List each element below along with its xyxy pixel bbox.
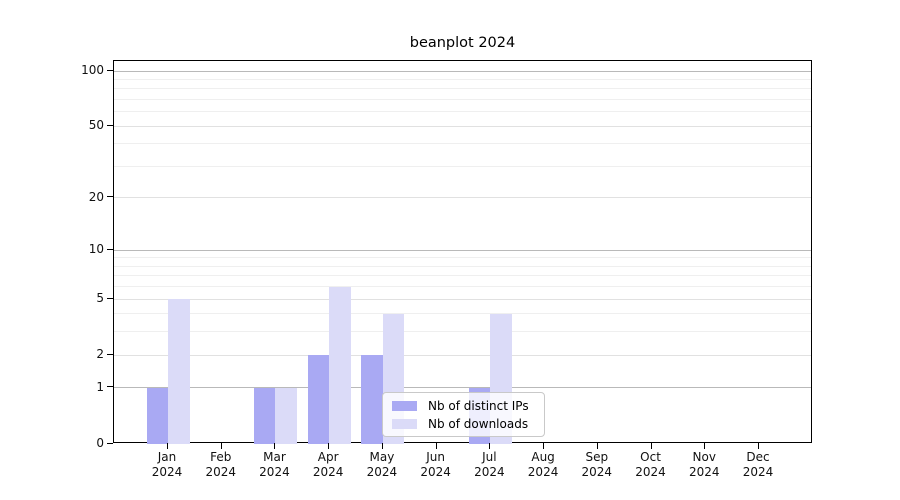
- legend-entry-downloads: Nb of downloads: [392, 417, 544, 431]
- y-tick-label-2: 2: [96, 347, 104, 362]
- gridline-minor-80: [114, 88, 811, 90]
- gridline-minor-7: [114, 275, 811, 277]
- y-tick-0: [107, 442, 113, 444]
- x-tick-Jul: [489, 443, 491, 449]
- y-tick-label-100: 100: [81, 63, 104, 78]
- x-tick-Apr: [328, 443, 330, 449]
- gridline-minor-60: [114, 111, 811, 113]
- gridline-minor-70: [114, 99, 811, 101]
- bar-downloads-Apr: [329, 286, 351, 444]
- gridline-minor-3: [114, 331, 811, 333]
- y-tick-label-10: 10: [88, 242, 104, 257]
- x-tick-Feb: [220, 443, 222, 449]
- gridline-major-10: [114, 249, 811, 251]
- gridline-minor-4: [114, 313, 811, 315]
- x-tick-label-Aug: Aug 2024: [527, 450, 559, 479]
- bar-downloads-Jan: [168, 299, 190, 444]
- x-tick-Nov: [704, 443, 706, 449]
- gridline-minor-40: [114, 143, 811, 145]
- x-tick-Dec: [758, 443, 759, 449]
- x-tick-Mar: [274, 443, 276, 449]
- legend-entry-distinct-ips: Nb of distinct IPs: [392, 399, 544, 413]
- y-tick-5: [107, 297, 113, 299]
- gridline-minor-30: [114, 166, 811, 167]
- y-tick-20: [107, 196, 113, 198]
- legend-swatch-downloads: [392, 418, 417, 429]
- x-tick-May: [381, 443, 383, 449]
- gridline-minor-90: [114, 78, 811, 80]
- gridline-mid-5: [114, 298, 811, 300]
- gridline-mid-20: [114, 197, 811, 199]
- bar-distinct-ips-Mar: [253, 387, 276, 444]
- y-tick-label-20: 20: [88, 189, 104, 204]
- x-tick-label-Nov: Nov 2024: [688, 450, 720, 479]
- x-tick-Jun: [435, 443, 437, 449]
- bar-downloads-Mar: [275, 387, 297, 444]
- plot-area: [113, 60, 812, 444]
- x-tick-Sep: [596, 443, 598, 449]
- x-tick-label-Jul: Jul 2024: [474, 450, 505, 479]
- legend-label-downloads: Nb of downloads: [428, 416, 529, 431]
- y-tick-2: [107, 353, 113, 355]
- gridline-mid-2: [114, 354, 811, 356]
- gridline-major-1: [114, 387, 811, 389]
- x-tick-label-Apr: Apr 2024: [312, 450, 344, 479]
- x-tick-Oct: [650, 443, 652, 449]
- y-tick-label-1: 1: [96, 379, 104, 394]
- legend: Nb of distinct IPs Nb of downloads: [382, 392, 545, 437]
- gridline-mid-50: [114, 125, 811, 127]
- x-tick-label-Mar: Mar 2024: [259, 450, 290, 479]
- y-tick-label-5: 5: [96, 291, 104, 306]
- y-tick-50: [107, 124, 113, 126]
- x-tick-label-Sep: Sep 2024: [581, 450, 613, 479]
- x-tick-Aug: [543, 443, 545, 449]
- gridline-minor-9: [114, 257, 811, 259]
- x-tick-label-May: May 2024: [366, 450, 398, 479]
- y-tick-label-50: 50: [88, 118, 104, 133]
- y-tick-10: [107, 248, 113, 250]
- bar-distinct-ips-Jan: [146, 387, 168, 444]
- bar-distinct-ips-May: [361, 355, 383, 444]
- x-tick-label-Dec: Dec 2024: [742, 450, 774, 479]
- gridline-minor-8: [114, 265, 811, 267]
- bar-distinct-ips-Apr: [307, 355, 330, 444]
- x-tick-label-Oct: Oct 2024: [635, 450, 666, 479]
- gridline-minor-6: [114, 286, 811, 288]
- legend-label-distinct-ips: Nb of distinct IPs: [428, 398, 529, 413]
- x-tick-label-Jun: Jun 2024: [420, 450, 451, 479]
- y-tick-1: [107, 386, 113, 388]
- y-tick-label-0: 0: [96, 436, 104, 450]
- y-tick-100: [107, 69, 113, 71]
- x-tick-Jan: [167, 443, 168, 449]
- legend-swatch-distinct-ips: [392, 400, 417, 411]
- x-tick-label-Jan: Jan 2024: [151, 450, 183, 479]
- chart-title: beanplot 2024: [409, 35, 516, 51]
- gridline-major-100: [114, 70, 811, 72]
- x-tick-label-Feb: Feb 2024: [205, 450, 236, 479]
